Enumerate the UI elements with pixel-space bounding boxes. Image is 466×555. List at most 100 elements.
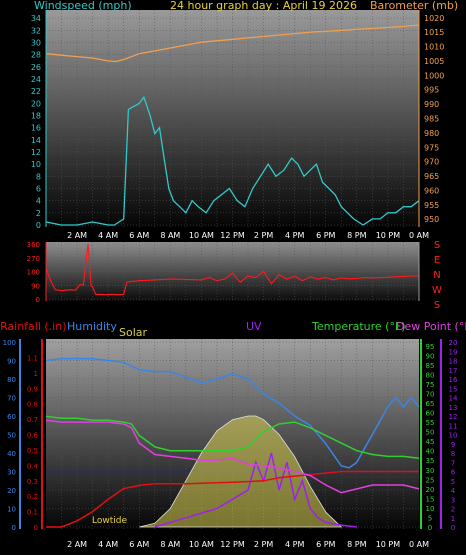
baro-axis-label: Barometer (mb): [370, 0, 458, 12]
uv-tick-label: 6: [451, 469, 456, 477]
uv-tick-label: 2: [451, 506, 455, 514]
graph-title: 24 hour graph day : April 19 2026: [170, 0, 357, 12]
temperature-label: Temperature (°F): [311, 320, 406, 333]
direction-tick-label: 360: [27, 241, 40, 249]
rain-tick-label: 0.3: [27, 478, 38, 486]
baro-tick-label: 950: [424, 215, 439, 224]
humidity-tick-label: 10: [7, 506, 16, 514]
wind-tick-label: 34: [31, 14, 41, 23]
baro-tick-label: 1020: [424, 14, 444, 23]
x-tick-label: 10 AM: [189, 540, 214, 549]
uv-tick-label: 5: [451, 478, 455, 486]
x-tick-label: 6 AM: [129, 231, 149, 240]
baro-tick-label: 960: [424, 186, 439, 195]
temperature-tick-label: 95: [426, 343, 435, 351]
temperature-tick-label: 15: [426, 495, 435, 503]
wind-tick-label: 26: [31, 63, 41, 72]
x-tick-label: 10 AM: [189, 231, 214, 240]
x-ticks-top: 2 AM 4 AM 6 AM 8 AM 10 AM 12 PM 2 PM 4 PM 6 PM 8 …: [67, 231, 429, 240]
wind-tick-label: 6: [36, 184, 41, 193]
rain-tick-label: 0.8: [27, 401, 38, 409]
wind-tick-label: 28: [31, 51, 41, 60]
direction-marks: [45, 243, 420, 296]
x-tick-label: 4 AM: [98, 540, 118, 549]
temperature-tick-label: 30: [426, 467, 435, 475]
uv-tick-label: 16: [449, 376, 458, 384]
dewpoint-line: [45, 419, 420, 494]
uv-tick-label: 3: [451, 496, 455, 504]
baro-tick-label: 955: [424, 201, 439, 210]
wind-tick-label: 12: [31, 148, 41, 157]
uv-tick-label: 20: [449, 339, 458, 347]
humidity-label: Humidity: [67, 320, 117, 333]
temperature-tick-label: 55: [426, 419, 435, 427]
baro-tick-label: 985: [424, 115, 439, 124]
x-tick-label: 4 PM: [285, 540, 304, 549]
x-tick-label: 2 AM: [67, 231, 87, 240]
temperature-tick-label: 0: [428, 524, 432, 532]
direction-tick-label: 0: [36, 296, 40, 304]
temperature-tick-label: 90: [426, 352, 435, 360]
temperature-tick-label: 5: [428, 514, 432, 522]
uv-tick-label: 19: [449, 348, 458, 356]
uv-tick-label: 12: [449, 413, 458, 421]
wind-tick-label: 0: [36, 221, 41, 230]
multi-marks: [45, 357, 420, 528]
baro-tick-label: 975: [424, 143, 439, 152]
temperature-tick-label: 45: [426, 438, 435, 446]
rain-tick-label: 0.9: [27, 385, 38, 393]
barometer-line: [45, 24, 420, 63]
uv-tick-label: 18: [449, 358, 458, 366]
uv-tick-label: 1: [451, 515, 455, 523]
baro-tick-label: 1005: [424, 57, 444, 66]
temperature-tick-label: 10: [426, 505, 435, 513]
wind-baro-marks: [45, 24, 420, 226]
x-tick-label: 8 AM: [160, 231, 180, 240]
uv-tick-label: 4: [451, 487, 456, 495]
direction-axis-ticks: 0 90 180 270 360: [27, 241, 47, 304]
temperature-line: [45, 415, 420, 460]
wind-tick-label: 8: [36, 172, 41, 181]
uv-tick-label: 13: [449, 404, 458, 412]
temperature-tick-label: 20: [426, 486, 435, 494]
wind-tick-label: 4: [36, 197, 41, 206]
uv-tick-label: 17: [449, 367, 458, 375]
humidity-tick-label: 40: [7, 450, 16, 458]
multi-axis-ticks: 010203040506070809010000.10.20.30.40.50.…: [3, 339, 458, 532]
baro-tick-label: 970: [424, 158, 439, 167]
baro-axis-ticks: 950 955 960 965 970 975 980 985 990 995 1000 1005 10…: [418, 10, 444, 227]
humidity-tick-label: 20: [7, 487, 16, 495]
humidity-tick-label: 30: [7, 469, 16, 477]
compass-label: N: [433, 270, 440, 281]
humidity-tick-label: 90: [7, 358, 16, 366]
x-tick-label: 2 PM: [254, 231, 273, 240]
wind-tick-label: 30: [31, 38, 41, 47]
wind-tick-label: 18: [31, 111, 41, 120]
windspeed-line: [45, 95, 420, 226]
compass-label: S: [434, 300, 440, 311]
x-tick-label: 4 PM: [285, 231, 304, 240]
rain-tick-label: 0.2: [27, 493, 38, 501]
wind-axis-label: Windspeed (mph): [34, 0, 132, 12]
x-tick-label: 8 PM: [347, 540, 366, 549]
rain-tick-label: 0.1: [27, 509, 38, 517]
humidity-line: [45, 357, 420, 469]
direction-tick-label: 90: [31, 282, 40, 290]
direction-tick-label: 180: [27, 269, 40, 277]
baro-tick-label: 1000: [424, 71, 444, 80]
temperature-tick-label: 35: [426, 457, 435, 465]
uv-tick-label: 11: [449, 422, 458, 430]
rain-tick-label: 0: [34, 524, 38, 532]
wind-tick-label: 10: [31, 160, 41, 169]
temperature-tick-label: 60: [426, 410, 435, 418]
wind-tick-label: 22: [31, 87, 41, 96]
baro-tick-label: 1010: [424, 43, 444, 52]
uv-tick-label: 9: [451, 441, 455, 449]
baro-tick-label: 995: [424, 86, 439, 95]
humidity-tick-label: 0: [12, 524, 16, 532]
x-tick-label: 12 PM: [220, 540, 245, 549]
rain-tick-label: 0.5: [27, 447, 38, 455]
uv-tick-label: 15: [449, 385, 458, 393]
